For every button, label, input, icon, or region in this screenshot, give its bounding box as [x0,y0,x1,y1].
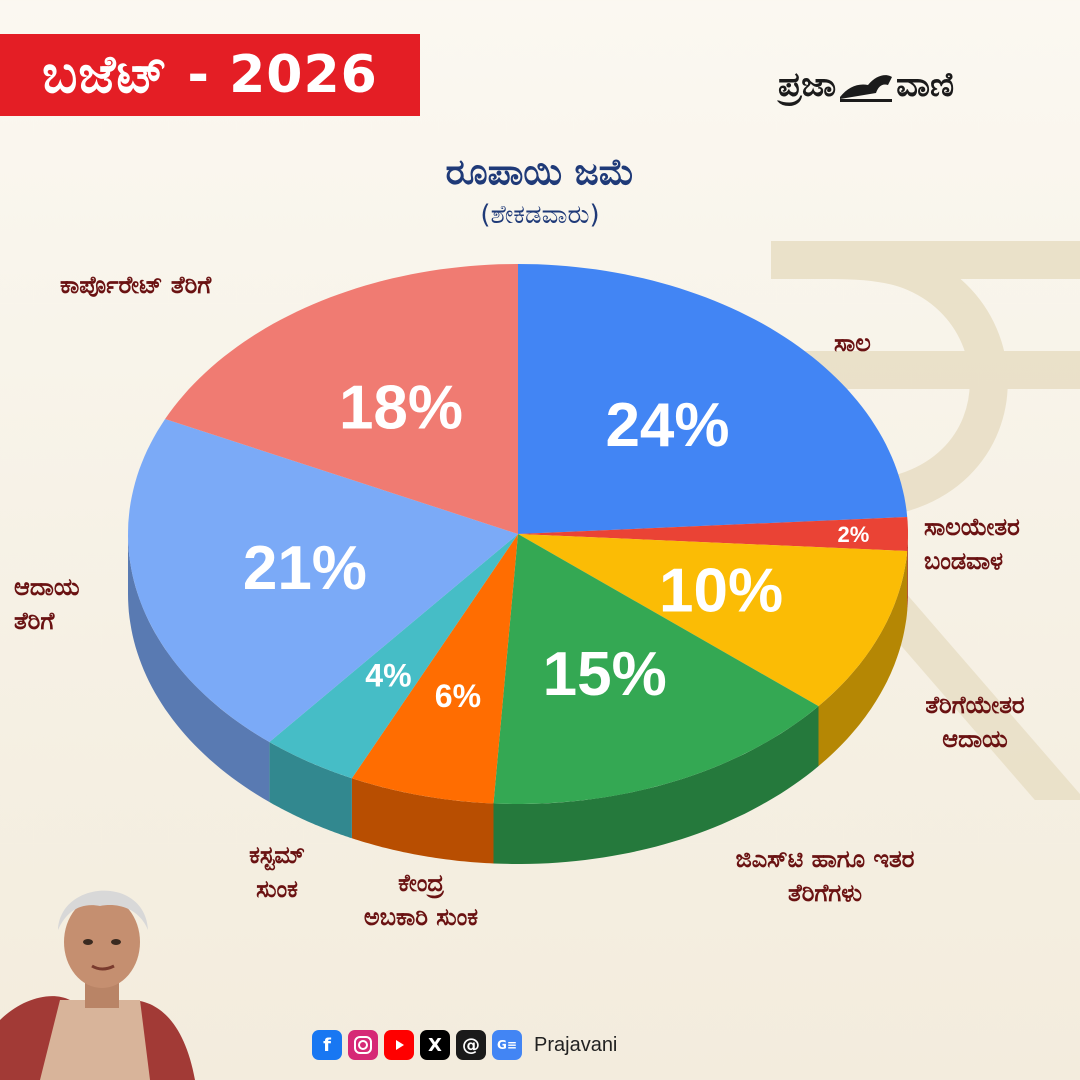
category-label-4: ಕೇಂದ್ರ ಅಬಕಾರಿ ಸುಂಕ [363,869,479,931]
pie-slice-0[interactable] [518,264,908,534]
category-label-6: ಆದಾಯ ತೆರಿಗೆ [14,573,80,635]
pie-value-label-4: 6% [435,678,481,714]
brand-logo: ಪ್ರಜಾ ವಾಣಿ [778,60,1028,110]
pie-slice-2[interactable] [518,534,908,707]
pie-slice-7[interactable] [165,264,518,534]
pie-slice-side-6 [128,534,270,802]
brand-text-right: ವಾಣಿ [896,65,955,105]
google-news-icon[interactable]: G≡ [492,1030,522,1060]
category-label-1: ಸಾಲಯೇತರ ಬಂಡವಾಳ [924,513,1020,575]
brand-emblem-icon [840,75,893,102]
social-bar: f X @ G≡ Prajavani [312,1028,617,1062]
pie-value-label-2: 10% [659,557,783,626]
pie-value-label-7: 18% [339,373,463,442]
pie-value-label-0: 24% [605,391,729,460]
x-icon[interactable]: X [420,1030,450,1060]
pie-slice-side-4 [351,778,494,864]
category-label-7: ಕಾರ್ಪೊರೇಟ್ ತೆರಿಗೆ [60,271,212,299]
pie-value-label-1: 2% [838,522,870,547]
pie-value-label-5: 4% [365,657,411,693]
chart-title: ರೂಪಾಯಿ ಜಮೆ [445,152,635,193]
pie-slice-6[interactable] [128,419,518,742]
brand-text-left: ಪ್ರಜಾ [778,65,837,105]
pie-slice-4[interactable] [351,534,518,804]
facebook-icon[interactable]: f [312,1030,342,1060]
pie-value-label-6: 21% [243,534,367,603]
pie-slice-5[interactable] [269,534,518,779]
budget-badge: ಬಜೆಟ್ - 2026 [0,34,420,116]
category-label-5: ಕಸ್ಟಮ್ ಸುಂಕ [249,841,305,903]
category-label-3: ಜಿಎಸ್‌ಟಿ ಹಾಗೂ ಇತರ ತೆರಿಗೆಗಳು [735,845,915,907]
category-label-0: ಸಾಲ [834,329,871,357]
chart-subtitle: (ಶೇಕಡವಾರು) [480,200,600,230]
pie-slice-1[interactable] [518,517,908,551]
instagram-icon[interactable] [348,1030,378,1060]
speaker-portrait-icon [0,890,195,1080]
pie-slice-side-1 [907,534,908,611]
pie-slice-side-5 [269,742,352,839]
pie-slice-side-2 [818,551,908,767]
badge-text: ಬಜೆಟ್ - 2026 [42,44,378,105]
pie-slice-side-3 [493,706,819,864]
youtube-icon[interactable] [384,1030,414,1060]
pie-value-label-3: 15% [543,640,667,709]
footer-brand-name: Prajavani [534,1033,618,1056]
pie-slice-3[interactable] [493,534,819,804]
category-label-2: ತೆರಿಗೆಯೇತರ ಆದಾಯ [925,691,1025,753]
threads-icon[interactable]: @ [456,1030,486,1060]
